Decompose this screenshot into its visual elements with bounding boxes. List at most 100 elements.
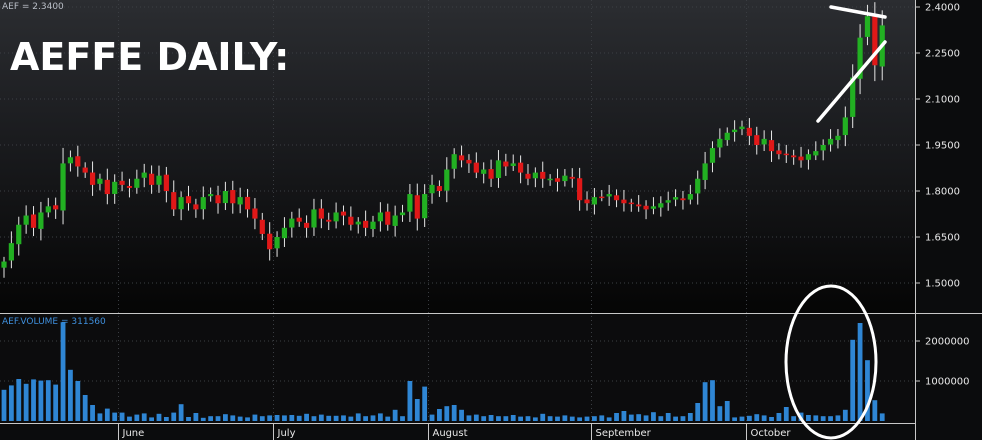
- volume-bar: [651, 412, 656, 421]
- candle-body-up: [208, 194, 214, 197]
- candle: [820, 139, 826, 161]
- candle-body-up: [355, 221, 361, 225]
- candle: [835, 129, 841, 149]
- candle: [112, 174, 118, 204]
- candle-body-down: [872, 15, 878, 66]
- candle-body-down: [628, 202, 634, 205]
- volume-bar: [547, 416, 553, 421]
- candle: [717, 128, 723, 158]
- candle-body-down: [348, 216, 354, 225]
- volume-bar: [23, 383, 29, 421]
- lower-trendline: [816, 40, 887, 123]
- price-tick-label: 1.6500: [925, 233, 960, 244]
- candle: [230, 180, 236, 214]
- candle-body-up: [289, 218, 295, 228]
- volume-bar: [437, 409, 442, 421]
- volume-bar: [267, 415, 273, 421]
- volume-bar: [355, 413, 361, 421]
- volume-bar: [414, 399, 420, 421]
- candle: [16, 216, 22, 256]
- volume-bar: [687, 413, 693, 421]
- candle: [554, 168, 561, 192]
- candle: [82, 162, 88, 178]
- candle-body-down: [296, 217, 302, 222]
- candle: [303, 215, 310, 238]
- candle-body-up: [481, 169, 487, 174]
- candle-body-up: [112, 181, 118, 194]
- volume-bar: [200, 417, 206, 421]
- candle-body-up: [702, 163, 708, 180]
- candle: [628, 198, 634, 212]
- candle: [761, 130, 767, 152]
- volume-bar: [208, 416, 214, 421]
- volume-bar: [724, 401, 730, 421]
- price-tick-label: 2.1000: [925, 95, 960, 106]
- candle-body-up: [857, 37, 863, 79]
- candle: [244, 188, 251, 218]
- volume-bar: [754, 414, 760, 421]
- price-tick-label: 1.5000: [925, 279, 960, 290]
- volume-bar: [318, 414, 324, 421]
- candle-body-up: [429, 184, 435, 194]
- candle: [798, 146, 804, 168]
- candle-body-down: [569, 176, 575, 179]
- candle-body-down: [126, 185, 133, 188]
- volume-bar: [407, 381, 413, 421]
- candle: [53, 197, 59, 219]
- volume-bar: [769, 417, 774, 421]
- candle: [296, 208, 302, 227]
- candle: [252, 198, 258, 230]
- volume-tick-label: 1000000: [925, 377, 970, 388]
- candle-body-down: [518, 162, 524, 173]
- volume-bar: [872, 400, 878, 421]
- candle: [680, 190, 686, 210]
- volume-bar: [466, 415, 472, 421]
- volume-bar: [178, 404, 184, 421]
- candle: [488, 159, 494, 187]
- candle: [436, 180, 443, 197]
- candle: [215, 185, 221, 214]
- volume-bar: [127, 416, 132, 421]
- volume-bar: [104, 408, 110, 421]
- volume-bar: [97, 413, 103, 421]
- volume-bar: [1, 389, 7, 421]
- candle: [739, 120, 745, 136]
- volume-bar: [643, 415, 649, 421]
- candle: [156, 165, 162, 193]
- candle-body-up: [237, 197, 243, 205]
- candle: [370, 215, 376, 237]
- volume-bar: [562, 415, 568, 421]
- candle: [377, 202, 383, 232]
- candle-body-up: [141, 172, 147, 178]
- month-label: August: [433, 428, 468, 439]
- candle-body-down: [613, 195, 620, 201]
- candle: [385, 203, 391, 231]
- candle-body-down: [584, 199, 590, 204]
- volume-bar: [8, 385, 14, 421]
- candle-body-up: [274, 237, 280, 249]
- candle-body-up: [451, 154, 457, 169]
- candle: [842, 106, 848, 147]
- volume-bar: [363, 416, 369, 421]
- date-axis-panel: [0, 423, 915, 440]
- volume-bar: [532, 417, 538, 421]
- price-tick-label: 1.8000: [925, 187, 960, 198]
- volume-bar: [695, 403, 701, 421]
- candle: [850, 64, 856, 129]
- candle-body-down: [267, 233, 273, 250]
- candle: [613, 189, 620, 208]
- volume-bar: [857, 323, 863, 421]
- candle: [141, 163, 147, 188]
- volume-tick-label: 2000000: [925, 337, 970, 348]
- candle: [363, 210, 369, 237]
- month-label: June: [122, 428, 145, 439]
- candle: [532, 167, 538, 188]
- candle-body-down: [776, 150, 782, 155]
- candle-body-down: [75, 156, 81, 167]
- candle-body-down: [458, 155, 465, 161]
- volume-bar: [540, 413, 546, 421]
- candle: [599, 190, 605, 202]
- candle: [584, 191, 590, 211]
- volume-bar: [444, 406, 450, 421]
